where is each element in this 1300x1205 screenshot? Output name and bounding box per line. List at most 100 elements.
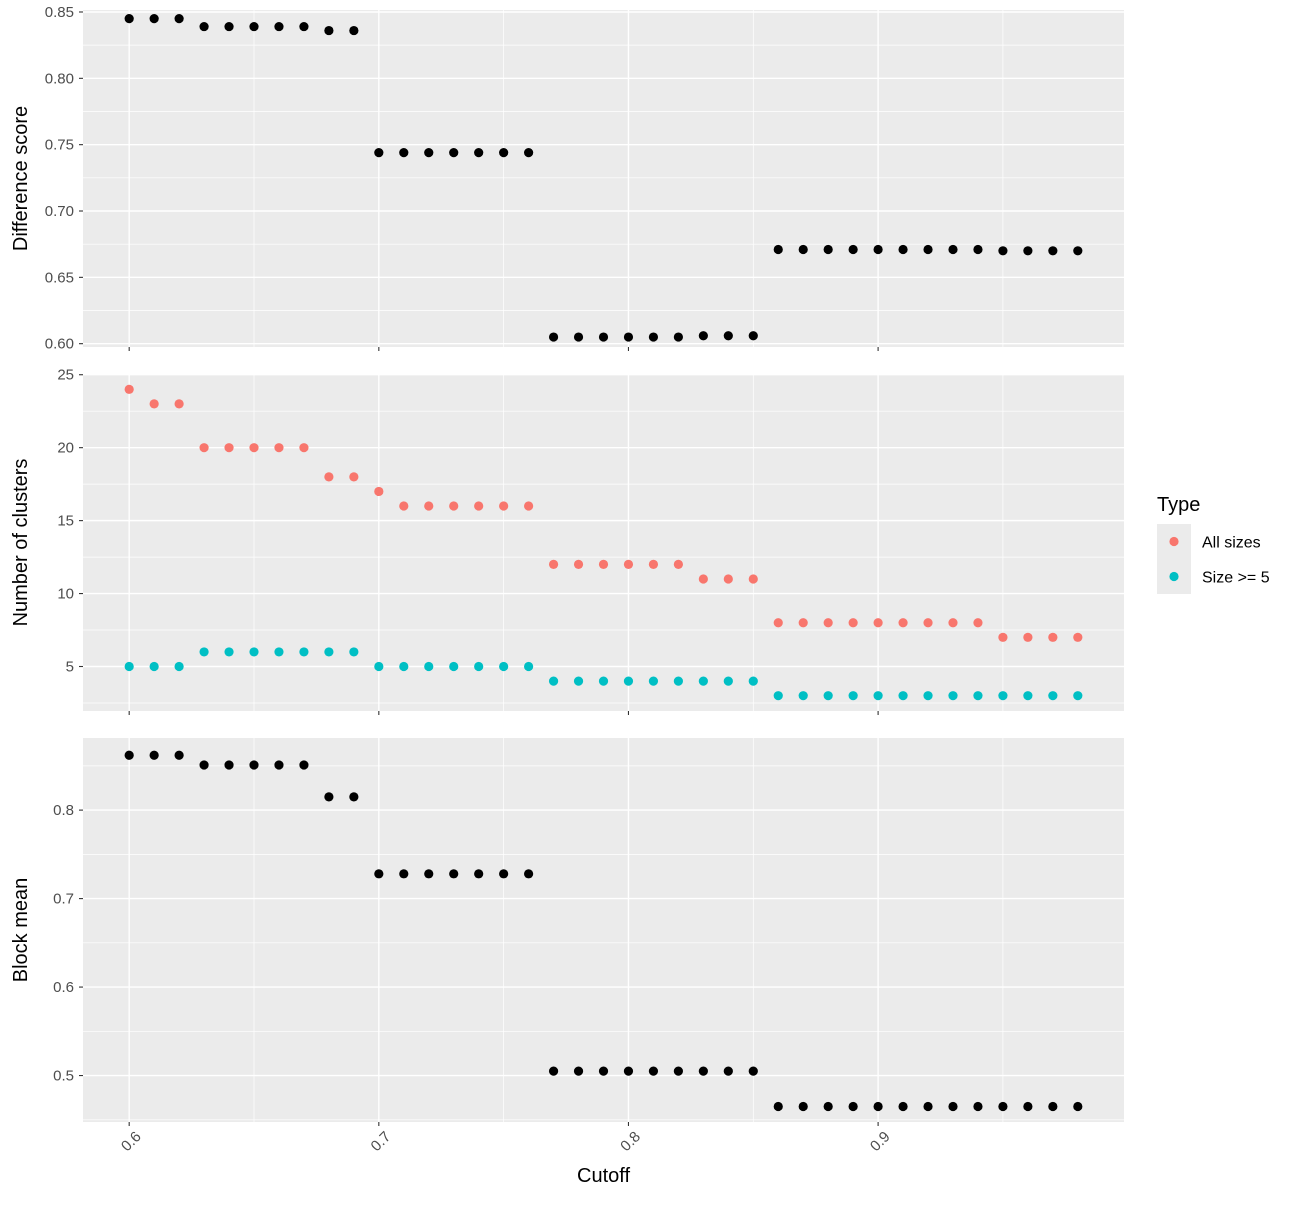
data-point: [474, 661, 484, 672]
data-point: [174, 661, 184, 672]
data-point: [499, 869, 509, 879]
data-point: [823, 244, 833, 255]
data-point: [124, 661, 134, 672]
data-point: [823, 618, 833, 628]
data-point: [723, 1066, 733, 1076]
data-point: [998, 1101, 1008, 1112]
series-size-5: [124, 647, 1083, 701]
data-point: [973, 1101, 983, 1112]
legend-title: Type: [1157, 494, 1200, 516]
y-tick-label: 0.6: [53, 979, 74, 996]
data-point: [823, 691, 833, 701]
y-tick-label: 0.85: [45, 4, 74, 21]
data-point: [124, 750, 134, 760]
data-point: [374, 486, 384, 497]
data-point: [973, 244, 983, 255]
data-point: [449, 501, 459, 511]
data-point: [349, 647, 359, 657]
data-point: [299, 21, 309, 32]
data-point: [848, 691, 858, 701]
data-point: [598, 676, 609, 686]
data-point: [773, 1101, 783, 1112]
data-point: [199, 760, 209, 770]
data-point: [898, 1101, 908, 1112]
data-point: [499, 661, 509, 672]
data-point: [499, 148, 509, 158]
data-point: [748, 676, 758, 686]
data-point: [224, 21, 234, 32]
data-point: [598, 559, 609, 569]
y-tick-label: 15: [57, 513, 74, 530]
x-tick-label: 0.9: [867, 1128, 894, 1155]
x-tick-label: 0.7: [368, 1128, 395, 1155]
y-axis-title: Difference score: [10, 106, 32, 251]
data-point: [973, 618, 983, 628]
data-point: [324, 25, 334, 36]
data-point: [973, 691, 983, 701]
data-point: [848, 1101, 858, 1112]
data-point: [598, 1066, 609, 1076]
data-point: [349, 472, 359, 482]
data-point: [948, 244, 958, 255]
data-point: [149, 661, 159, 672]
data-point: [299, 647, 309, 657]
data-point: [723, 574, 733, 584]
y-tick-label: 5: [66, 659, 74, 676]
data-point: [548, 676, 559, 686]
data-point: [773, 244, 783, 255]
data-point: [648, 1066, 659, 1076]
data-point: [399, 661, 409, 672]
data-point: [848, 244, 858, 255]
data-point: [474, 869, 484, 879]
data-point: [873, 1101, 883, 1112]
data-point: [673, 559, 683, 569]
data-point: [149, 14, 159, 24]
data-point: [573, 332, 584, 342]
data-point: [449, 869, 459, 879]
data-point: [424, 869, 434, 879]
data-point: [798, 618, 808, 628]
data-point: [324, 792, 334, 802]
data-point: [249, 647, 259, 657]
data-point: [673, 1066, 683, 1076]
data-point: [499, 501, 509, 511]
data-point: [224, 443, 234, 453]
data-point: [249, 443, 259, 453]
legend: Type All sizes Size >= 5: [1157, 494, 1270, 594]
data-point: [199, 647, 209, 657]
data-point: [923, 244, 933, 255]
y-tick-label: 0.75: [45, 137, 74, 154]
data-point: [149, 399, 159, 409]
data-point: [798, 244, 808, 255]
panel-2: 5 10 15 20 25 Number of clusters: [10, 367, 1124, 715]
data-point: [274, 443, 284, 453]
data-point: [623, 332, 634, 342]
data-point: [723, 676, 733, 686]
data-point: [1048, 691, 1058, 701]
data-point: [573, 559, 584, 569]
data-point: [748, 331, 758, 341]
data-point: [249, 21, 259, 32]
y-tick-label: 10: [57, 586, 74, 603]
data-point: [898, 244, 908, 255]
data-point: [524, 148, 534, 158]
data-point: [573, 1066, 584, 1076]
data-point: [199, 443, 209, 453]
y-axis-title: Block mean: [10, 878, 32, 983]
data-point: [623, 559, 634, 569]
data-point: [1023, 1101, 1033, 1112]
data-point: [648, 559, 659, 569]
legend-key-point: [1169, 571, 1179, 582]
data-point: [1023, 691, 1033, 701]
y-tick-label: 0.5: [53, 1068, 74, 1085]
data-point: [773, 691, 783, 701]
data-point: [698, 676, 708, 686]
panel-background: [83, 738, 1124, 1122]
panel-1: 0.60 0.65 0.70 0.75 0.80 0.85 Difference score: [10, 4, 1124, 353]
data-point: [1023, 246, 1033, 256]
data-point: [524, 661, 534, 672]
data-point: [673, 676, 683, 686]
data-point: [374, 148, 384, 158]
